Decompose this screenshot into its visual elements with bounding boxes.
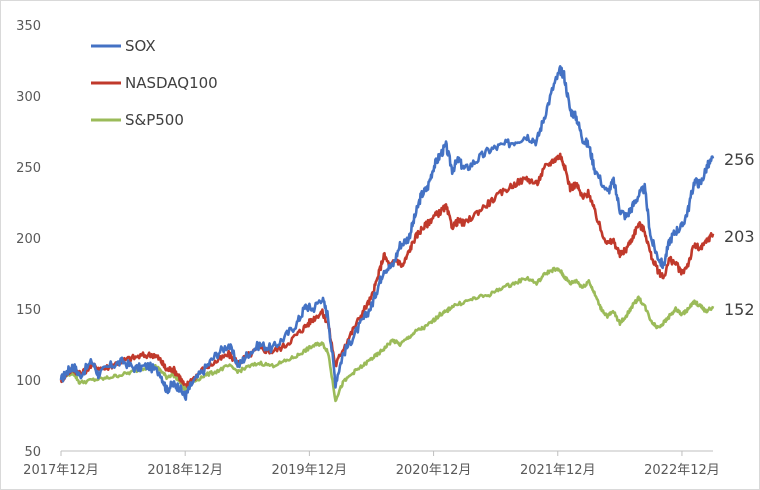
x-tick-label: 2018年12月: [147, 463, 223, 478]
y-tick-label: 250: [16, 161, 41, 176]
series-line-nasdaq100: [59, 152, 715, 388]
legend-label: S&P500: [125, 111, 184, 129]
y-tick-label: 350: [16, 19, 41, 34]
legend-label: SOX: [125, 37, 156, 55]
legend: SOX NASDAQ100 S&P500: [91, 37, 218, 129]
end-labels: 256 203 152: [724, 150, 755, 319]
y-tick-label: 100: [16, 374, 41, 389]
series-line-sp500: [60, 266, 715, 403]
series-line-sox: [59, 65, 715, 401]
x-tick-label: 2020年12月: [396, 463, 472, 478]
y-tick-label: 200: [16, 232, 41, 247]
end-value-label: 256: [724, 150, 755, 169]
legend-label: NASDAQ100: [125, 74, 218, 92]
axes: 50 100 150 200 250 300 350 2017年12月 2018年12月 2019…: [16, 19, 720, 478]
y-tick-label: 50: [24, 445, 41, 460]
x-tick-label: 2021年12月: [520, 463, 596, 478]
x-tick-label: 2017年12月: [23, 463, 99, 478]
end-value-label: 203: [724, 227, 755, 246]
x-tick-label: 2019年12月: [272, 463, 348, 478]
y-tick-label: 150: [16, 303, 41, 318]
series-lines: [59, 65, 715, 403]
end-value-label: 152: [724, 300, 755, 319]
y-tick-label: 300: [16, 90, 41, 105]
x-tick-label: 2022年12月: [644, 463, 720, 478]
